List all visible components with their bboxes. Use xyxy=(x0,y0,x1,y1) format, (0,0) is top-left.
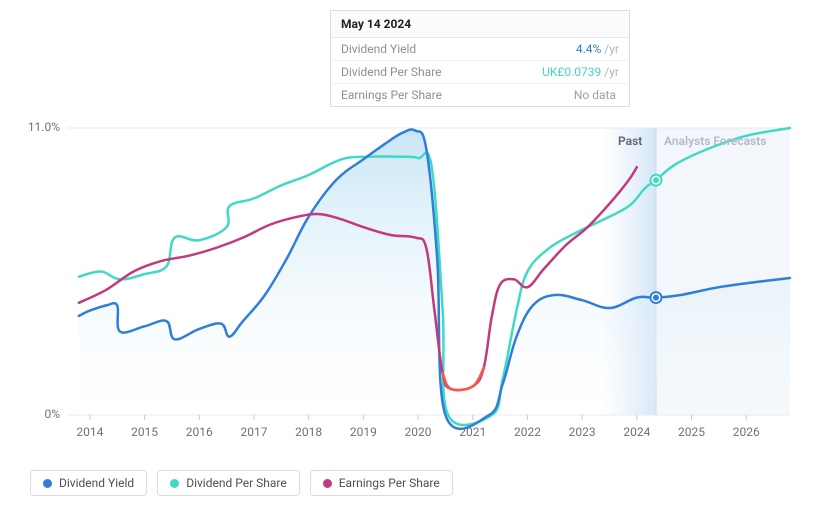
tooltip-row-dividend-per-share: Dividend Per Share UK£0.0739 /yr xyxy=(331,61,629,84)
tooltip: May 14 2024 Dividend Yield 4.4% /yr Divi… xyxy=(330,10,630,107)
x-axis-tick-label: 2026 xyxy=(733,425,760,439)
x-axis-tick-label: 2024 xyxy=(623,425,650,439)
legend-item-dividend-yield[interactable]: Dividend Yield xyxy=(30,470,147,496)
tooltip-unit: /yr xyxy=(604,42,619,56)
legend-dot-icon xyxy=(43,479,52,488)
legend-item-dividend-per-share[interactable]: Dividend Per Share xyxy=(157,470,300,496)
tooltip-key: Dividend Yield xyxy=(341,42,576,56)
x-axis-tick-label: 2014 xyxy=(76,425,103,439)
x-axis-tick-label: 2017 xyxy=(240,425,267,439)
x-axis-tick-label: 2022 xyxy=(514,425,541,439)
tooltip-row-dividend-yield: Dividend Yield 4.4% /yr xyxy=(331,38,629,61)
legend-label: Dividend Per Share xyxy=(186,476,287,490)
tooltip-row-earnings-per-share: Earnings Per Share No data xyxy=(331,84,629,106)
x-axis-tick-label: 2019 xyxy=(350,425,377,439)
legend: Dividend Yield Dividend Per Share Earnin… xyxy=(30,470,453,496)
legend-label: Dividend Yield xyxy=(59,476,134,490)
y-axis-label-top: 11.0% xyxy=(0,120,60,134)
x-axis-tick-label: 2020 xyxy=(405,425,432,439)
tooltip-unit: /yr xyxy=(604,65,619,79)
chart-container: 11.0% 0% 2014 2015 2016 2017 2018 2019 2020 202… xyxy=(0,0,821,508)
x-axis-tick-label: 2015 xyxy=(131,425,158,439)
legend-item-earnings-per-share[interactable]: Earnings Per Share xyxy=(310,470,453,496)
x-axis-tick-label: 2016 xyxy=(186,425,213,439)
legend-dot-icon xyxy=(323,479,332,488)
region-label-past: Past xyxy=(618,134,642,148)
tooltip-value: No data xyxy=(574,88,616,102)
tooltip-title: May 14 2024 xyxy=(331,11,629,38)
tooltip-key: Earnings Per Share xyxy=(341,88,574,102)
x-axis-tick-label: 2021 xyxy=(459,425,486,439)
x-axis-tick-label: 2023 xyxy=(569,425,596,439)
x-axis-tick-label: 2018 xyxy=(295,425,322,439)
tooltip-key: Dividend Per Share xyxy=(341,65,542,79)
region-label-forecast: Analysts Forecasts xyxy=(664,134,766,148)
y-axis-label-bottom: 0% xyxy=(0,407,60,421)
x-axis-tick-label: 2025 xyxy=(678,425,705,439)
legend-label: Earnings Per Share xyxy=(339,476,440,490)
legend-dot-icon xyxy=(170,479,179,488)
tooltip-value: UK£0.0739 xyxy=(542,65,601,79)
tooltip-value: 4.4% xyxy=(576,42,601,56)
